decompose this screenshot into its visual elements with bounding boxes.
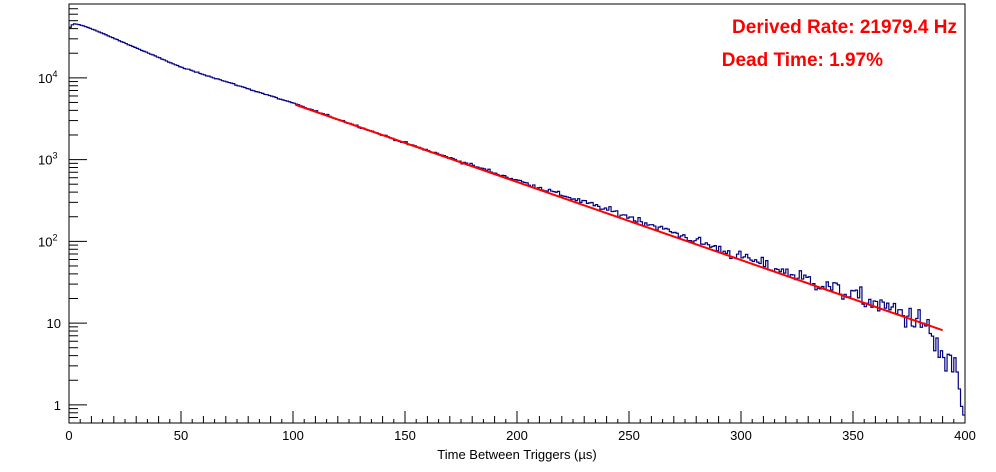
x-axis-tick-labels: 0 50 100 150 200 250 300 350 400 <box>65 428 975 443</box>
y-tick-label: 102 <box>38 232 57 249</box>
y-axis-tick-labels: 1 10 102 103 104 <box>38 69 61 413</box>
x-tick-label: 150 <box>394 428 416 443</box>
x-axis-ticks <box>68 411 966 423</box>
y-tick-label: 104 <box>38 69 57 86</box>
histogram-series <box>69 23 965 416</box>
x-tick-label: 100 <box>282 428 304 443</box>
y-tick-label: 10 <box>47 316 61 331</box>
y-axis-ticks <box>69 3 87 424</box>
x-tick-label: 200 <box>506 428 528 443</box>
x-tick-label: 400 <box>954 428 976 443</box>
dead-time-annotation: Dead Time: 1.97% <box>722 50 883 71</box>
y-tick-label: 103 <box>38 151 57 168</box>
x-tick-label: 300 <box>730 428 752 443</box>
y-tick-label: 1 <box>54 398 61 413</box>
x-tick-label: 0 <box>65 428 72 443</box>
x-tick-label: 250 <box>618 428 640 443</box>
fit-line <box>294 103 943 332</box>
x-tick-label: 350 <box>842 428 864 443</box>
derived-rate-annotation: Derived Rate: 21979.4 Hz <box>732 17 957 38</box>
x-tick-label: 50 <box>174 428 188 443</box>
x-axis-label: Time Between Triggers (µs) <box>437 447 596 462</box>
